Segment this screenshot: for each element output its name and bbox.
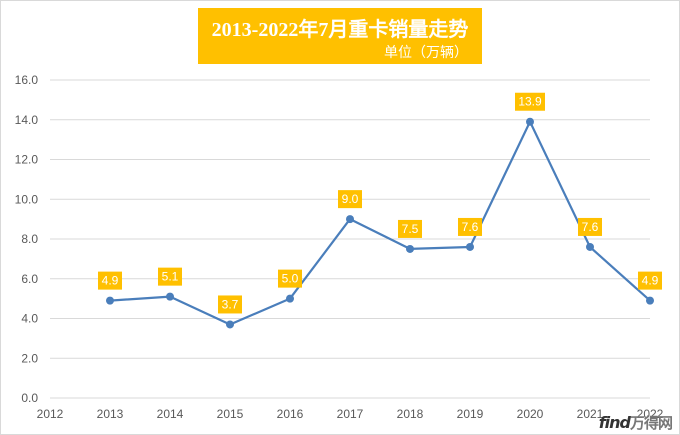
- data-label: 13.9: [518, 95, 542, 109]
- data-label-box: [218, 295, 242, 314]
- chart-unit-note: 单位（万辆）: [384, 44, 468, 60]
- data-label: 3.7: [222, 297, 239, 311]
- data-point: [106, 296, 114, 305]
- data-point: [526, 117, 534, 126]
- data-label: 4.9: [102, 274, 119, 288]
- x-tick-label: 2021: [577, 407, 604, 421]
- data-point: [406, 244, 414, 253]
- x-tick-label: 2022: [637, 407, 664, 421]
- y-tick-label: 10.0: [15, 192, 39, 206]
- x-tick-label: 2016: [277, 407, 304, 421]
- data-label-box: [515, 92, 545, 111]
- data-point: [466, 242, 474, 251]
- data-label-box: [638, 271, 662, 290]
- x-tick-label: 2018: [397, 407, 424, 421]
- x-tick-label: 2012: [37, 407, 64, 421]
- data-label-box: [578, 217, 602, 236]
- data-point: [346, 215, 354, 224]
- data-label-box: [338, 190, 362, 209]
- x-tick-label: 2015: [217, 407, 244, 421]
- series-line: [109, 120, 651, 326]
- y-tick-label: 8.0: [21, 232, 38, 246]
- x-tick-label: 2020: [517, 407, 544, 421]
- x-tick-label: 2017: [337, 407, 364, 421]
- x-tick-label: 2019: [457, 407, 484, 421]
- data-label-box: [158, 267, 182, 286]
- data-label-box: [278, 269, 302, 288]
- data-point: [586, 242, 594, 251]
- data-label-box: [98, 271, 122, 290]
- x-tick-label: 2013: [97, 407, 124, 421]
- watermark-logo: find万得网: [598, 412, 673, 433]
- x-tick-label: 2014: [157, 407, 184, 421]
- data-point: [166, 292, 174, 301]
- data-label-box: [398, 219, 422, 238]
- data-point: [286, 294, 294, 303]
- data-label: 7.6: [582, 220, 599, 234]
- data-label: 5.0: [282, 272, 299, 286]
- y-tick-label: 14.0: [15, 113, 39, 127]
- data-label-box: [458, 217, 482, 236]
- data-label: 5.1: [162, 270, 179, 284]
- data-point: [226, 320, 234, 329]
- chart-title-box: 2013-2022年7月重卡销量走势 单位（万辆）: [198, 8, 482, 64]
- data-label: 7.6: [462, 220, 479, 234]
- data-label: 4.9: [642, 274, 659, 288]
- y-tick-label: 6.0: [21, 272, 38, 286]
- data-label: 9.0: [342, 192, 359, 206]
- watermark-cn-text: 万得网: [629, 414, 673, 432]
- y-tick-label: 2.0: [21, 351, 38, 365]
- y-tick-label: 4.0: [21, 312, 38, 326]
- y-tick-label: 16.0: [15, 73, 39, 87]
- y-tick-label: 0.0: [21, 391, 38, 405]
- y-tick-label: 12.0: [15, 153, 39, 167]
- watermark-logo-text: find: [598, 413, 631, 432]
- data-point: [646, 296, 654, 305]
- chart-title: 2013-2022年7月重卡销量走势: [211, 19, 469, 41]
- data-label: 7.5: [402, 222, 419, 236]
